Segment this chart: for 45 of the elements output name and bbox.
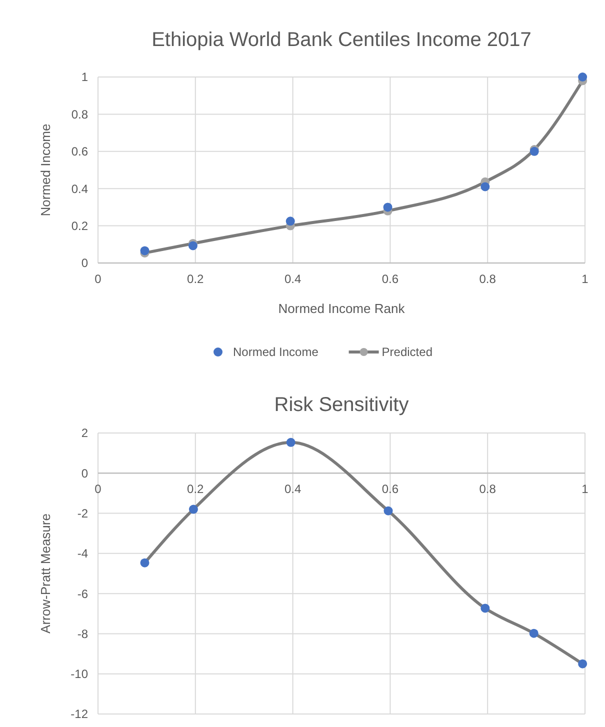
x-tick-label: 0.4 bbox=[284, 272, 302, 286]
point bbox=[286, 438, 296, 447]
x-tick-label: 0.4 bbox=[284, 482, 302, 496]
point bbox=[188, 504, 198, 514]
point bbox=[384, 506, 393, 516]
y-tick-label: 2 bbox=[81, 426, 88, 440]
x-axis-title: Normed Income Rank bbox=[278, 301, 406, 316]
point bbox=[578, 659, 588, 668]
x-tick-label: 1 bbox=[582, 272, 589, 286]
y-tick-label: 0 bbox=[81, 256, 88, 270]
y-tick-label: 0 bbox=[81, 466, 88, 480]
y-tick-label: 0.6 bbox=[71, 144, 88, 159]
x-tick-label: 0.8 bbox=[479, 272, 496, 286]
legend-label: Predicted bbox=[382, 345, 433, 360]
point bbox=[578, 72, 588, 82]
point bbox=[480, 604, 490, 613]
y-tick-label: 0.8 bbox=[71, 107, 88, 122]
point bbox=[529, 628, 538, 638]
chart-title: Risk Sensitivity bbox=[274, 394, 409, 416]
x-tick-label: 0.6 bbox=[382, 482, 399, 496]
point bbox=[383, 202, 392, 212]
x-tick-label: 0.6 bbox=[382, 272, 399, 286]
chart-title: Ethiopia World Bank Centiles Income 2017 bbox=[152, 29, 532, 51]
legend-label: Normed Income bbox=[233, 345, 319, 360]
y-tick-label: -4 bbox=[77, 546, 88, 561]
y-tick-label: 1 bbox=[81, 70, 88, 84]
y-axis-title: Arrow-Pratt Measure bbox=[38, 514, 53, 634]
x-tick-label: 0.2 bbox=[187, 482, 204, 496]
y-axis-title: Normed Income bbox=[38, 124, 53, 216]
point bbox=[188, 241, 198, 250]
x-tick-label: 0.2 bbox=[187, 272, 204, 286]
y-tick-label: -10 bbox=[70, 667, 88, 682]
point bbox=[140, 558, 150, 568]
y-tick-label: -12 bbox=[70, 707, 88, 722]
y-tick-label: 0.2 bbox=[71, 219, 88, 233]
x-tick-label: 0 bbox=[94, 272, 102, 286]
x-tick-label: 1 bbox=[582, 482, 589, 496]
x-tick-label: 0.8 bbox=[479, 482, 496, 496]
point bbox=[286, 216, 295, 226]
y-tick-label: 0.4 bbox=[71, 182, 88, 196]
y-tick-label: -2 bbox=[77, 506, 88, 520]
point bbox=[480, 182, 490, 192]
y-tick-label: -6 bbox=[77, 586, 88, 601]
y-tick-label: -8 bbox=[77, 626, 88, 641]
x-tick-label: 0 bbox=[94, 482, 102, 496]
